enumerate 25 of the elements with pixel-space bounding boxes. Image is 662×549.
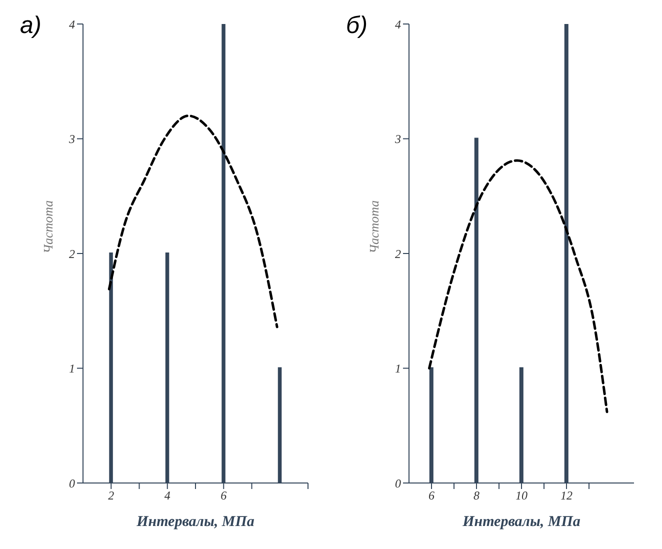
chart-title: б) <box>346 12 368 40</box>
x-tick-label: 6 <box>428 488 434 503</box>
y-tick-label: 1 <box>69 362 75 376</box>
chart-title: а) <box>20 12 42 40</box>
y-tick-label: 3 <box>68 132 75 146</box>
x-axis-title: Интервалы, МПа <box>136 514 255 530</box>
x-tick-label: 12 <box>560 488 572 503</box>
y-tick-label: 1 <box>395 362 401 376</box>
x-axis-title: Интервалы, МПа <box>462 514 581 530</box>
x-tick-label: 10 <box>516 488 528 503</box>
y-axis-title: Частота <box>366 200 382 254</box>
y-tick-label: 0 <box>69 476 75 490</box>
y-tick-label: 2 <box>69 246 75 261</box>
y-tick-label: 0 <box>395 476 401 490</box>
y-tick-label: 3 <box>394 132 401 146</box>
line-series <box>108 114 278 328</box>
x-tick-label: 2 <box>108 488 114 503</box>
y-tick-label: 4 <box>69 17 75 32</box>
x-tick-label: 8 <box>474 488 480 503</box>
x-tick-label: 6 <box>220 488 227 503</box>
x-tick-label: 4 <box>164 488 170 503</box>
y-tick-label: 4 <box>395 17 401 32</box>
y-axis-title: Частота <box>40 200 56 254</box>
line-series <box>428 159 608 414</box>
y-tick-label: 2 <box>395 246 401 261</box>
